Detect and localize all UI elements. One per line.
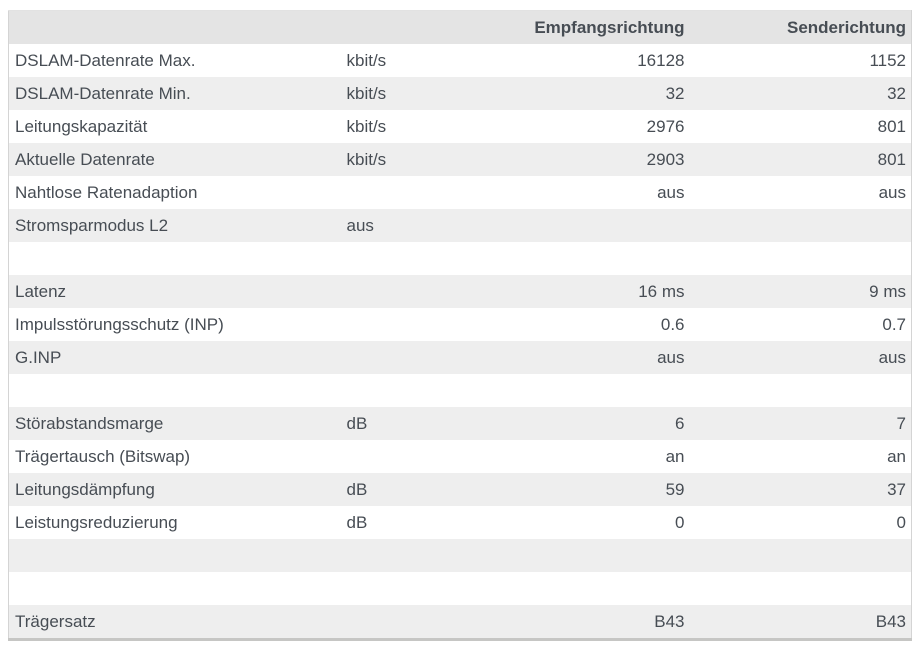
- table-row: [8, 374, 912, 407]
- header-send-direction: Senderichtung: [786, 17, 906, 37]
- row-unit: [341, 242, 467, 275]
- row-send-value: aus: [878, 347, 906, 367]
- row-receive-value: [467, 374, 685, 407]
- row-label: Störabstandsmarge: [15, 413, 164, 433]
- dsl-statistics-table: Empfangsrichtung Senderichtung DSLAM-Dat…: [8, 10, 912, 641]
- row-unit: [341, 176, 467, 209]
- row-unit: dB: [346, 479, 368, 499]
- row-receive-value: 2903: [646, 149, 685, 169]
- row-unit: [341, 440, 467, 473]
- table-row: Leitungsdämpfung dB 59 37: [8, 473, 912, 506]
- row-receive-value: 0.6: [660, 314, 685, 334]
- row-receive-value: 2976: [646, 116, 685, 136]
- table-row: Impulsstörungsschutz (INP) 0.6 0.7: [8, 308, 912, 341]
- row-label: Leitungsdämpfung: [15, 479, 155, 499]
- table-header-row: Empfangsrichtung Senderichtung: [8, 10, 912, 45]
- row-label: G.INP: [15, 347, 62, 367]
- row-unit: dB: [346, 413, 368, 433]
- row-unit: [341, 374, 467, 407]
- row-receive-value: 59: [665, 479, 685, 499]
- row-unit: [341, 341, 467, 374]
- row-receive-value: [467, 539, 685, 572]
- row-label: [9, 242, 341, 275]
- row-send-value: [685, 539, 912, 572]
- row-label: Leitungskapazität: [15, 116, 148, 136]
- row-label: DSLAM-Datenrate Max.: [15, 50, 196, 70]
- row-receive-value: an: [665, 446, 685, 466]
- row-label: [9, 572, 341, 605]
- row-label: Stromsparmodus L2: [15, 215, 169, 235]
- row-unit: [341, 605, 467, 640]
- row-unit: kbit/s: [346, 149, 387, 169]
- table-row: Störabstandsmarge dB 6 7: [8, 407, 912, 440]
- row-unit: kbit/s: [346, 83, 387, 103]
- row-receive-value: [467, 572, 685, 605]
- row-unit: [341, 539, 467, 572]
- header-unit-column: [341, 11, 467, 45]
- row-label: Leistungsreduzierung: [15, 512, 178, 532]
- row-label: Nahtlose Ratenadaption: [15, 182, 198, 202]
- table-row: [8, 242, 912, 275]
- row-unit: aus: [346, 215, 374, 235]
- table-row: G.INP aus aus: [8, 341, 912, 374]
- table-row: Latenz 16 ms 9 ms: [8, 275, 912, 308]
- row-send-value: 1152: [869, 50, 906, 70]
- row-receive-value: 0: [675, 512, 685, 532]
- row-send-value: 9 ms: [869, 281, 906, 301]
- row-send-value: 801: [877, 116, 906, 136]
- row-send-value: [685, 209, 912, 242]
- row-unit: dB: [346, 512, 368, 532]
- row-receive-value: B43: [654, 611, 685, 631]
- table-body: DSLAM-Datenrate Max. kbit/s 16128 1152 DSLAM…: [8, 44, 912, 640]
- table-row: DSLAM-Datenrate Max. kbit/s 16128 1152: [8, 44, 912, 77]
- row-unit: [341, 308, 467, 341]
- header-label-column: [9, 11, 341, 45]
- row-send-value: 7: [896, 413, 906, 433]
- row-send-value: aus: [878, 182, 906, 202]
- table-row: Leistungsreduzierung dB 0 0: [8, 506, 912, 539]
- row-label: [9, 539, 341, 572]
- table-row: Trägertausch (Bitswap) an an: [8, 440, 912, 473]
- row-label: DSLAM-Datenrate Min.: [15, 83, 191, 103]
- row-label: Latenz: [15, 281, 67, 301]
- row-send-value: [685, 242, 912, 275]
- row-receive-value: aus: [657, 182, 685, 202]
- row-send-value: [685, 572, 912, 605]
- table-row: Aktuelle Datenrate kbit/s 2903 801: [8, 143, 912, 176]
- row-send-value: B43: [875, 611, 906, 631]
- row-send-value: 32: [887, 83, 906, 103]
- row-send-value: an: [887, 446, 906, 466]
- row-unit: [341, 275, 467, 308]
- table-row: [8, 539, 912, 572]
- table-row: Nahtlose Ratenadaption aus aus: [8, 176, 912, 209]
- row-receive-value: 6: [675, 413, 685, 433]
- row-receive-value: 16128: [637, 50, 685, 70]
- row-unit: [341, 572, 467, 605]
- row-receive-value: 16 ms: [638, 281, 685, 301]
- row-label: Aktuelle Datenrate: [15, 149, 155, 169]
- row-unit: kbit/s: [346, 50, 387, 70]
- row-send-value: 0.7: [882, 314, 906, 334]
- row-receive-value: [467, 242, 685, 275]
- row-label: [9, 374, 341, 407]
- row-label: Trägertausch (Bitswap): [15, 446, 191, 466]
- row-receive-value: [467, 209, 685, 242]
- row-unit: kbit/s: [346, 116, 387, 136]
- row-send-value: 0: [896, 512, 906, 532]
- row-receive-value: aus: [657, 347, 685, 367]
- table-row: Stromsparmodus L2 aus: [8, 209, 912, 242]
- table-row: Trägersatz B43 B43: [8, 605, 912, 640]
- row-send-value: [685, 374, 912, 407]
- row-receive-value: 32: [665, 83, 685, 103]
- table-row: [8, 572, 912, 605]
- table-row: Leitungskapazität kbit/s 2976 801: [8, 110, 912, 143]
- row-send-value: 801: [877, 149, 906, 169]
- table-row: DSLAM-Datenrate Min. kbit/s 32 32: [8, 77, 912, 110]
- header-receive-direction: Empfangsrichtung: [534, 17, 685, 37]
- row-label: Impulsstörungsschutz (INP): [15, 314, 224, 334]
- row-send-value: 37: [887, 479, 906, 499]
- row-label: Trägersatz: [15, 611, 96, 631]
